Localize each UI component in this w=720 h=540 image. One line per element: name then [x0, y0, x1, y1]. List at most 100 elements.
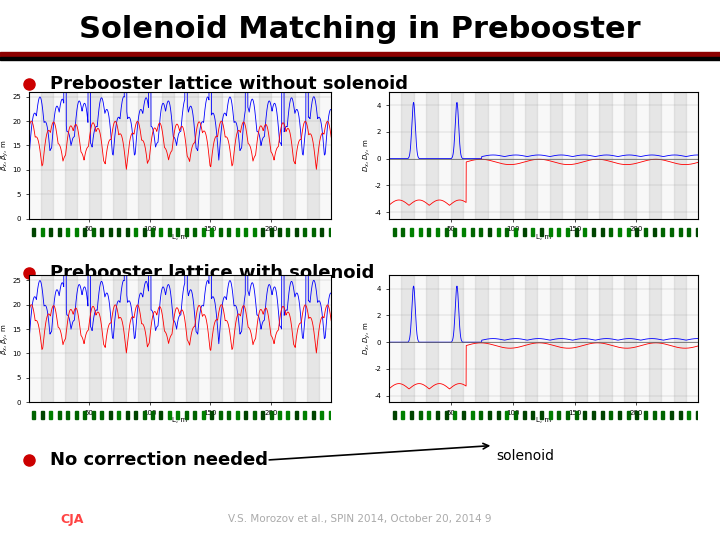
Bar: [253, 411, 256, 419]
Bar: [210, 275, 222, 402]
Bar: [210, 228, 213, 235]
Bar: [283, 92, 295, 219]
Bar: [644, 411, 647, 419]
Bar: [329, 411, 332, 419]
Bar: [269, 411, 273, 419]
Bar: [162, 92, 174, 219]
Bar: [0, 57, 720, 60]
Bar: [228, 411, 230, 419]
Bar: [287, 411, 289, 419]
Bar: [186, 275, 198, 402]
Bar: [32, 228, 35, 235]
Bar: [283, 275, 295, 402]
X-axis label: L, m: L, m: [172, 234, 188, 240]
Bar: [688, 228, 690, 235]
Bar: [159, 228, 163, 235]
Bar: [480, 228, 482, 235]
Bar: [41, 411, 44, 419]
Text: No correction needed: No correction needed: [50, 451, 269, 469]
Bar: [557, 411, 560, 419]
Bar: [475, 92, 488, 219]
Bar: [418, 228, 422, 235]
Bar: [418, 411, 422, 419]
Bar: [514, 228, 517, 235]
Bar: [497, 228, 500, 235]
Bar: [320, 411, 323, 419]
Bar: [219, 411, 222, 419]
Bar: [497, 411, 500, 419]
Bar: [50, 411, 53, 419]
Bar: [566, 411, 569, 419]
Bar: [649, 92, 661, 219]
Bar: [488, 411, 491, 419]
Bar: [41, 275, 53, 402]
Bar: [624, 92, 636, 219]
Bar: [453, 411, 456, 419]
Bar: [261, 411, 264, 419]
Bar: [303, 411, 307, 419]
Y-axis label: $D_x, D_y$, m: $D_x, D_y$, m: [361, 322, 373, 355]
Bar: [462, 228, 465, 235]
Bar: [696, 228, 699, 235]
Bar: [278, 411, 281, 419]
Bar: [244, 228, 247, 235]
Bar: [307, 275, 319, 402]
Bar: [117, 411, 120, 419]
Bar: [426, 92, 438, 219]
Bar: [649, 275, 661, 402]
Bar: [219, 228, 222, 235]
Bar: [89, 92, 102, 219]
Bar: [644, 228, 647, 235]
Bar: [549, 411, 552, 419]
Bar: [678, 411, 682, 419]
Bar: [618, 228, 621, 235]
Bar: [462, 411, 465, 419]
Bar: [624, 275, 636, 402]
X-axis label: L, m: L, m: [536, 234, 552, 240]
Bar: [652, 411, 656, 419]
Bar: [505, 228, 508, 235]
Bar: [475, 275, 488, 402]
Bar: [75, 411, 78, 419]
Bar: [609, 228, 612, 235]
Bar: [134, 228, 137, 235]
Bar: [661, 228, 665, 235]
Bar: [185, 228, 188, 235]
Bar: [436, 228, 439, 235]
Y-axis label: $\beta_x, \beta_y$, m: $\beta_x, \beta_y$, m: [0, 139, 11, 171]
Bar: [307, 92, 319, 219]
Bar: [566, 228, 569, 235]
Bar: [41, 92, 53, 219]
Bar: [583, 228, 586, 235]
Bar: [500, 275, 513, 402]
Bar: [193, 228, 197, 235]
Bar: [444, 411, 448, 419]
Bar: [75, 228, 78, 235]
Bar: [444, 228, 448, 235]
Bar: [592, 411, 595, 419]
Bar: [235, 228, 238, 235]
Bar: [66, 228, 69, 235]
Bar: [202, 411, 204, 419]
Bar: [66, 411, 69, 419]
Bar: [65, 92, 77, 219]
Bar: [609, 411, 612, 419]
Bar: [138, 275, 150, 402]
Bar: [32, 411, 35, 419]
Bar: [186, 92, 198, 219]
Bar: [540, 228, 543, 235]
Bar: [117, 228, 120, 235]
Bar: [451, 275, 463, 402]
Bar: [185, 411, 188, 419]
Y-axis label: $D_x, D_y$, m: $D_x, D_y$, m: [361, 139, 373, 172]
Bar: [525, 92, 537, 219]
Bar: [583, 411, 586, 419]
Bar: [91, 228, 95, 235]
Bar: [235, 275, 246, 402]
Bar: [592, 228, 595, 235]
Bar: [670, 411, 673, 419]
Bar: [235, 92, 246, 219]
Bar: [599, 92, 612, 219]
Bar: [600, 228, 603, 235]
Bar: [258, 92, 271, 219]
